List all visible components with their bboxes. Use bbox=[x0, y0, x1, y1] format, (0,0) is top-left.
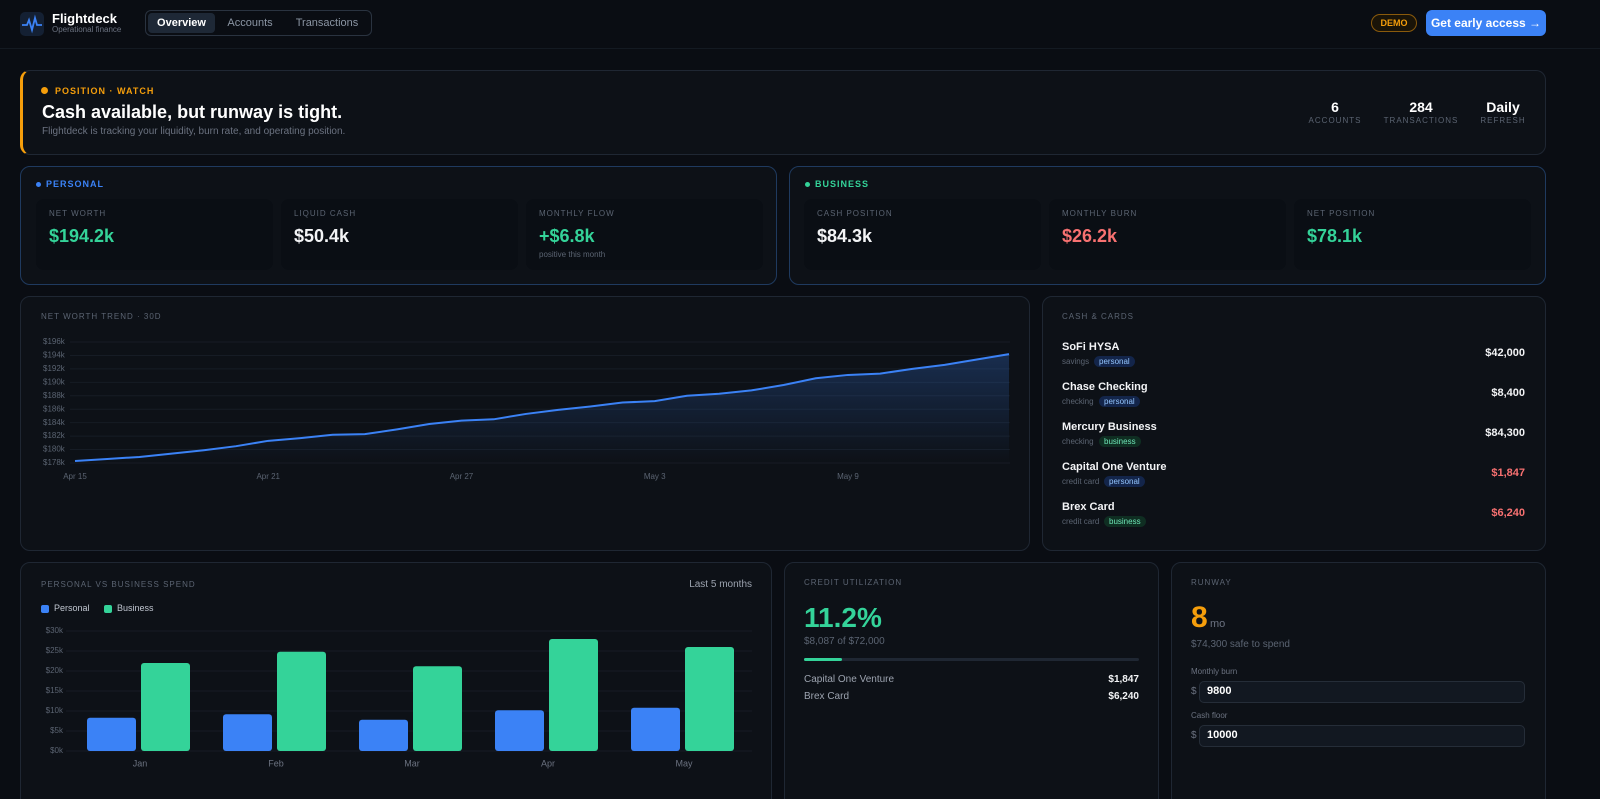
metric-value: $26.2k bbox=[1062, 226, 1118, 246]
metric-label: MONTHLY BURN bbox=[1062, 209, 1138, 218]
metric-card bbox=[36, 199, 273, 270]
runway-note: $74,300 safe to spend bbox=[1191, 639, 1290, 650]
progress-fill bbox=[804, 658, 842, 661]
tagline: Operational finance bbox=[52, 25, 122, 34]
metric-card bbox=[1049, 199, 1286, 270]
tab[interactable]: Accounts bbox=[227, 17, 273, 29]
demo-badge: DEMO bbox=[1371, 14, 1417, 32]
stat-value: Daily bbox=[1486, 99, 1520, 115]
tab-bar bbox=[145, 10, 372, 36]
group-dot bbox=[805, 182, 810, 187]
tab[interactable]: Transactions bbox=[295, 17, 359, 29]
panel-title: CASH & CARDS bbox=[1062, 312, 1135, 321]
tab[interactable]: Overview bbox=[148, 13, 215, 33]
account-name: SoFi HYSA bbox=[1062, 341, 1120, 353]
account-type: credit card bbox=[1062, 517, 1100, 526]
group-dot bbox=[36, 182, 41, 187]
metric-card bbox=[281, 199, 518, 270]
account-amount: $1,847 bbox=[1491, 467, 1525, 479]
logo bbox=[20, 12, 44, 36]
metric-label: NET WORTH bbox=[49, 209, 107, 218]
account-type: checking bbox=[1062, 397, 1094, 406]
status-dot bbox=[41, 87, 48, 94]
legend-label: Business bbox=[117, 603, 154, 613]
account-tag: personal bbox=[1094, 356, 1135, 367]
account-tag: business bbox=[1099, 436, 1141, 447]
metric-value: $50.4k bbox=[294, 226, 350, 246]
banner bbox=[20, 70, 1546, 155]
account-amount: $84,300 bbox=[1485, 427, 1525, 439]
account-amount: $42,000 bbox=[1485, 347, 1525, 359]
cards-panel bbox=[1042, 296, 1546, 551]
field-label: Monthly burn bbox=[1191, 667, 1238, 676]
metric-value: $84.3k bbox=[817, 226, 873, 246]
panel-title: PERSONAL VS BUSINESS SPEND bbox=[41, 580, 196, 589]
metric-label: CASH POSITION bbox=[817, 209, 893, 218]
field-currency: $ bbox=[1191, 730, 1197, 741]
credit-card-name: Brex Card bbox=[804, 691, 850, 702]
stat-label: TRANSACTIONS bbox=[1383, 116, 1459, 125]
utilization-detail: $8,087 of $72,000 bbox=[804, 636, 885, 647]
account-name: Chase Checking bbox=[1062, 381, 1148, 393]
stat-value: 284 bbox=[1409, 99, 1433, 115]
account-type: credit card bbox=[1062, 477, 1100, 486]
metric-card bbox=[526, 199, 763, 270]
field-value: 10000 bbox=[1207, 729, 1238, 741]
runway-panel bbox=[1171, 562, 1546, 799]
metric-value: $194.2k bbox=[49, 226, 115, 246]
runway-unit: mo bbox=[1210, 618, 1226, 630]
panel-subtitle: Last 5 months bbox=[689, 579, 752, 590]
input-field[interactable] bbox=[1199, 725, 1525, 747]
credit-card-name: Capital One Venture bbox=[804, 674, 895, 685]
metric-card bbox=[1294, 199, 1531, 270]
stat-label: ACCOUNTS bbox=[1308, 116, 1362, 125]
panel-title: CREDIT UTILIZATION bbox=[804, 578, 903, 587]
banner-title: Cash available, but runway is tight. bbox=[42, 102, 343, 122]
account-type: savings bbox=[1062, 357, 1090, 366]
divider bbox=[0, 48, 1600, 49]
account-amount: $8,400 bbox=[1491, 387, 1525, 399]
account-name: Capital One Venture bbox=[1062, 461, 1167, 473]
runway-months: 8 bbox=[1191, 601, 1208, 634]
spend-panel bbox=[20, 562, 772, 799]
account-amount: $6,240 bbox=[1491, 507, 1525, 519]
legend-label: Personal bbox=[54, 603, 90, 613]
account-tag: business bbox=[1104, 516, 1146, 527]
metric-label: NET POSITION bbox=[1307, 209, 1376, 218]
account-tag: personal bbox=[1099, 396, 1140, 407]
metric-label: LIQUID CASH bbox=[294, 209, 357, 218]
account-type: checking bbox=[1062, 437, 1094, 446]
group-label: BUSINESS bbox=[815, 179, 870, 189]
stat-label: REFRESH bbox=[1480, 116, 1526, 125]
panel-title: RUNWAY bbox=[1191, 578, 1232, 587]
trend-panel bbox=[20, 296, 1030, 551]
credit-panel bbox=[784, 562, 1159, 799]
metric-note: positive this month bbox=[539, 250, 606, 259]
metric-value: $78.1k bbox=[1307, 226, 1363, 246]
metric-value: +$6.8k bbox=[539, 226, 595, 246]
cta-button[interactable]: Get early access → bbox=[1426, 10, 1546, 36]
field-label: Cash floor bbox=[1191, 711, 1228, 720]
metric-card bbox=[804, 199, 1041, 270]
field-value: 9800 bbox=[1207, 685, 1232, 697]
panel-title: NET WORTH TREND · 30D bbox=[41, 312, 162, 321]
progress-track bbox=[804, 658, 1139, 661]
brand: Flightdeck bbox=[52, 11, 118, 26]
account-name: Mercury Business bbox=[1062, 421, 1157, 433]
banner-status: POSITION · WATCH bbox=[55, 86, 155, 96]
credit-card-amount: $6,240 bbox=[1108, 691, 1139, 702]
account-tag: personal bbox=[1104, 476, 1145, 487]
utilization: 11.2% bbox=[804, 602, 882, 633]
credit-card-amount: $1,847 bbox=[1108, 674, 1139, 685]
banner-subtitle: Flightdeck is tracking your liquidity, b… bbox=[42, 126, 346, 137]
field-currency: $ bbox=[1191, 686, 1197, 697]
account-name: Brex Card bbox=[1062, 501, 1115, 513]
input-field[interactable] bbox=[1199, 681, 1525, 703]
legend-swatch bbox=[104, 605, 112, 613]
group-label: PERSONAL bbox=[46, 179, 105, 189]
metric-label: MONTHLY FLOW bbox=[539, 209, 615, 218]
stat-value: 6 bbox=[1331, 99, 1339, 115]
legend-swatch bbox=[41, 605, 49, 613]
